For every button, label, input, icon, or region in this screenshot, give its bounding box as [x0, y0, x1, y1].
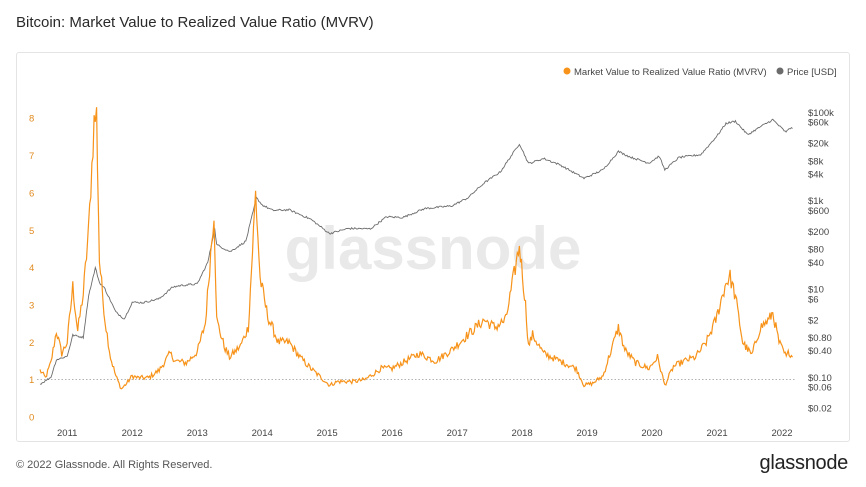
- left-tick-label: 2: [29, 338, 34, 349]
- x-tick-label: 2011: [57, 428, 77, 439]
- x-tick-label: 2022: [771, 428, 792, 439]
- x-tick-label: 2016: [382, 428, 403, 439]
- right-tick-label: $200: [808, 227, 829, 238]
- x-tick-label: 2020: [641, 428, 662, 439]
- left-tick-label: 4: [29, 263, 34, 274]
- copyright-text: © 2022 Glassnode. All Rights Reserved.: [16, 459, 213, 471]
- watermark: glassnode: [285, 215, 582, 282]
- right-tick-label: $0.06: [808, 383, 832, 394]
- price-series-line[interactable]: [39, 118, 793, 385]
- left-tick-label: 5: [29, 226, 34, 237]
- x-axis: 2011 2012 2013 2014 2015 2016 2017 2018 2019 2020…: [57, 428, 793, 439]
- x-tick-label: 2018: [512, 428, 533, 439]
- right-tick-label: $6: [808, 294, 819, 305]
- left-tick-label: 0: [29, 413, 34, 424]
- chart-title: Bitcoin: Market Value to Realized Value …: [16, 14, 374, 31]
- right-tick-label: $80: [808, 245, 824, 256]
- left-tick-label: 6: [29, 188, 34, 199]
- left-tick-label: 3: [29, 300, 34, 311]
- right-tick-label: $1k: [808, 196, 824, 207]
- right-tick-label: $0.40: [808, 346, 832, 357]
- right-axis: $100k$60k$20k$8k$4k$1k$600$200$80$40$10$…: [808, 108, 834, 415]
- mvrv-series-line[interactable]: [39, 107, 793, 390]
- legend-price-swatch: [776, 67, 784, 75]
- legend-mvrv-swatch: [563, 67, 571, 75]
- x-tick-label: 2013: [187, 428, 208, 439]
- right-tick-label: $600: [808, 206, 829, 217]
- right-tick-label: $0.10: [808, 373, 832, 384]
- glassnode-logo[interactable]: glassnode: [759, 452, 849, 474]
- chart-legend: Market Value to Realized Value Ratio (MV…: [563, 67, 837, 78]
- left-axis: 0 1 2 3 4 5 6 7 8: [29, 114, 34, 424]
- mvrv-chart[interactable]: glassnode Market Value to Realized Value…: [17, 53, 849, 441]
- right-tick-label: $0.80: [808, 333, 832, 344]
- left-tick-label: 7: [29, 151, 34, 162]
- legend-price-label[interactable]: Price [USD]: [787, 67, 837, 78]
- right-tick-label: $10: [808, 284, 824, 295]
- x-tick-label: 2017: [447, 428, 468, 439]
- right-tick-label: $2: [808, 315, 819, 326]
- legend-mvrv-label[interactable]: Market Value to Realized Value Ratio (MV…: [574, 67, 767, 78]
- right-tick-label: $100k: [808, 108, 834, 119]
- right-tick-label: $40: [808, 258, 824, 269]
- left-tick-label: 8: [29, 114, 34, 125]
- left-tick-label: 1: [29, 375, 34, 386]
- right-tick-label: $20k: [808, 139, 829, 150]
- x-tick-label: 2015: [317, 428, 338, 439]
- right-tick-label: $4k: [808, 170, 824, 181]
- x-tick-label: 2021: [707, 428, 728, 439]
- x-tick-label: 2012: [122, 428, 143, 439]
- right-tick-label: $8k: [808, 156, 824, 167]
- x-tick-label: 2019: [576, 428, 597, 439]
- chart-card: glassnode Market Value to Realized Value…: [16, 52, 850, 442]
- x-tick-label: 2014: [252, 428, 273, 439]
- right-tick-label: $0.02: [808, 404, 832, 415]
- right-tick-label: $60k: [808, 118, 829, 129]
